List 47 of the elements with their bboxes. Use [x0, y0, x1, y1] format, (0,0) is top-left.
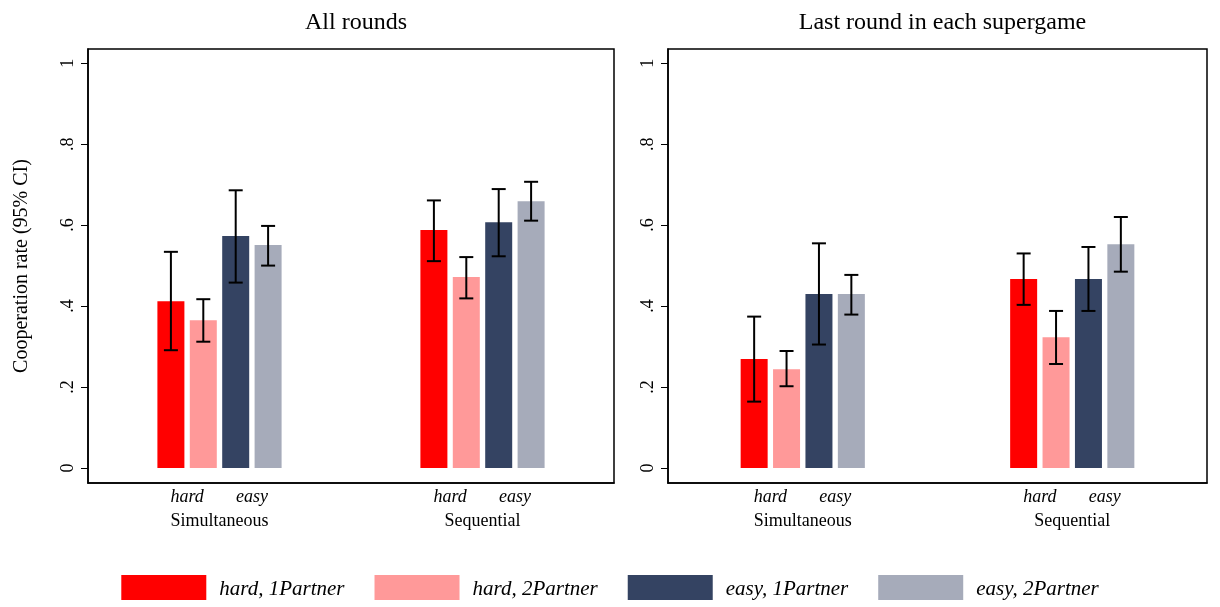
y-tick-label: .6: [57, 218, 77, 232]
y-tick-label: 1: [57, 58, 77, 68]
y-tick-label: .8: [637, 137, 657, 151]
y-tick-label: 0: [637, 463, 657, 473]
y-tick-label: .2: [637, 380, 657, 394]
y-tick-label: .6: [637, 218, 657, 232]
chart-title: Last round in each supergame: [798, 8, 1087, 34]
text: easy: [1088, 486, 1121, 506]
text: hard: [170, 486, 205, 506]
bar: [517, 201, 545, 469]
bar: [485, 222, 513, 469]
x-tick-label: Sequential: [444, 510, 521, 530]
bar: [805, 293, 833, 469]
text: hard: [753, 486, 789, 506]
text: easy: [498, 486, 531, 506]
bar: [1074, 278, 1102, 469]
text: hard: [1023, 486, 1058, 506]
text: easy: [235, 486, 268, 506]
y-tick-label: 0: [57, 463, 77, 473]
y-tick-label: .4: [57, 299, 77, 313]
bar: [837, 293, 865, 469]
bar: [254, 244, 282, 469]
bar: [740, 359, 768, 469]
y-tick-label: .4: [637, 299, 657, 313]
legend-label: hard, 1Partner: [219, 575, 346, 600]
legend-label: easy, 2Partner: [976, 575, 1100, 600]
y-tick-label: .8: [57, 137, 77, 151]
y-axis-title: Cooperation rate (95% CI): [9, 159, 32, 373]
bar: [157, 301, 185, 469]
y-tick-label: 1: [637, 58, 657, 68]
bar: [773, 369, 801, 469]
chart-title: All rounds: [305, 8, 407, 34]
bar: [189, 320, 217, 469]
x-tick-label: Simultaneous: [170, 510, 269, 530]
x-tick-label: Simultaneous: [753, 510, 852, 530]
bar: [452, 276, 480, 469]
legend-label: easy, 1Partner: [725, 575, 850, 600]
y-tick-label: .2: [57, 380, 77, 394]
bar: [1010, 278, 1038, 469]
text: hard: [433, 486, 468, 506]
bar: [222, 236, 250, 469]
bar: [1042, 337, 1070, 469]
text: easy: [819, 486, 852, 506]
bar: [1107, 244, 1135, 469]
x-tick-label: Sequential: [1034, 510, 1111, 530]
bar: [420, 229, 448, 469]
legend-label: hard, 2Partner: [472, 575, 599, 600]
